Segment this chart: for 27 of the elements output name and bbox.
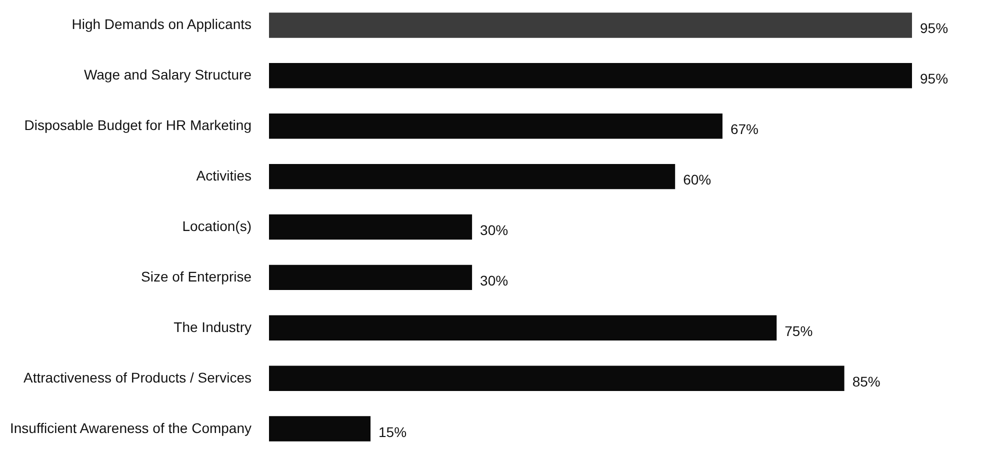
y-tick-label: Attractiveness of Products / Services [24, 369, 252, 386]
y-tick-label: High Demands on Applicants [72, 16, 252, 32]
bar [269, 264, 472, 290]
bar [269, 63, 912, 88]
data-label: 30% [480, 272, 508, 288]
y-tick-label: Location(s) [182, 218, 252, 234]
data-label: 85% [852, 373, 880, 390]
y-tick-label: Insufficient Awareness of the Company [10, 420, 252, 436]
bar [269, 164, 676, 190]
bar [269, 114, 722, 139]
data-label: 30% [480, 222, 508, 238]
data-label: 95% [920, 70, 948, 87]
bar [269, 315, 777, 340]
y-tick-label: Size of Enterprise [141, 268, 252, 284]
bar [269, 214, 472, 240]
data-label: 95% [920, 20, 948, 36]
bar [269, 12, 912, 38]
data-label: 60% [683, 172, 712, 188]
data-label: 67% [730, 121, 759, 138]
y-tick-label: Activities [196, 168, 252, 184]
y-tick-label: The Industry [174, 318, 252, 335]
y-tick-label: Wage and Salary Structure [84, 66, 252, 83]
data-label: 75% [784, 322, 813, 339]
bar [269, 416, 371, 442]
bar [269, 366, 844, 391]
y-tick-label: Disposable Budget for HR Marketing [24, 117, 252, 134]
data-label: 15% [378, 424, 407, 440]
